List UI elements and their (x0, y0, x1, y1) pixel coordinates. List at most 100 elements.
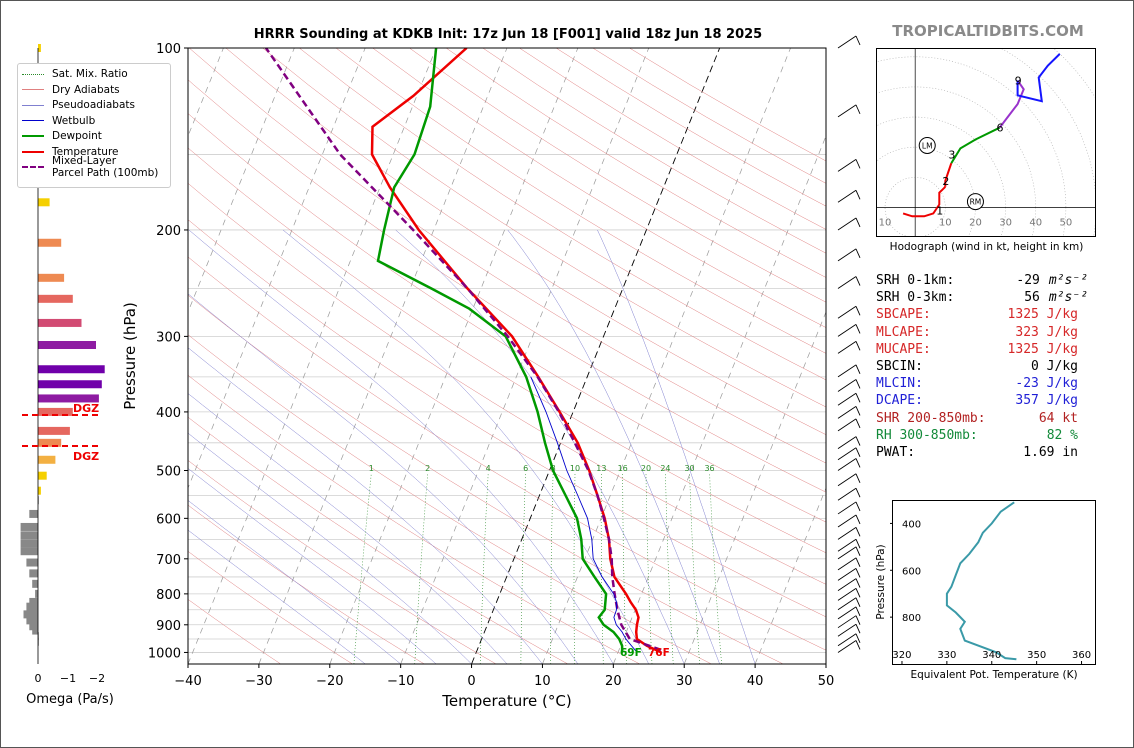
dry-adiabat (188, 256, 826, 651)
x-tick-label: −10 (387, 674, 414, 689)
wind-barb-flag (855, 473, 861, 483)
legend-label: Dry Adiabats (52, 83, 120, 96)
index-value: 1.69 in (1023, 444, 1078, 460)
hodograph-segment (902, 186, 947, 218)
theta-e-y-tick-label: 400 (902, 519, 921, 530)
wind-barb-flag (855, 568, 861, 578)
wind-barb-flag (855, 488, 861, 498)
height-marker: 2 (942, 175, 949, 188)
p-tick-label: 700 (156, 553, 181, 568)
dry-adiabat (188, 182, 826, 585)
wind-barb-flag (855, 324, 861, 334)
index-label: MLCAPE: (876, 324, 931, 340)
wind-barb-flag (855, 341, 861, 351)
wind-barb-staff (837, 248, 857, 262)
wind-barb-staff (837, 501, 857, 515)
index-label: SBCAPE: (876, 307, 931, 323)
wind-barb-staff (837, 640, 857, 653)
wind-barb (837, 623, 861, 637)
wind-barb (837, 615, 861, 629)
sounding-indices: SRH 0-1km: -29 m²s⁻² SRH 0-3km: 56 m²s⁻² SBCAP… (876, 272, 1106, 461)
dewpoint-line (376, 48, 624, 653)
wind-barb-staff (837, 324, 857, 337)
wind-barb (837, 640, 861, 653)
index-value: 1325 J/kg (1007, 341, 1078, 357)
wind-barb (837, 379, 861, 392)
wind-barb (837, 104, 861, 118)
wind-barb-staff (837, 305, 857, 319)
index-label: DCAPE: (876, 393, 923, 409)
mixing-ratio-label: 16 (618, 464, 628, 473)
legend-item: Pseudoadiabats (22, 98, 135, 112)
p-tick-label: 1000 (148, 646, 181, 661)
wetbulb-line (530, 376, 638, 653)
wind-barb (837, 487, 861, 501)
dry-adiabat (335, 48, 826, 354)
theta-e-frame (892, 500, 1096, 665)
legend-swatch (22, 135, 44, 137)
wind-barb (837, 418, 861, 432)
index-value: 64 kt (1038, 410, 1078, 426)
wind-barb-staff (837, 546, 857, 560)
mixing-ratio-line (479, 473, 489, 664)
wind-barb-flag (855, 35, 861, 46)
mixing-ratio-line (689, 473, 700, 664)
wind-barb (837, 305, 861, 319)
mixing-ratio-label: 6 (523, 464, 528, 473)
height-marker: 6 (997, 122, 1004, 135)
mixing-ratio-line (600, 473, 604, 664)
legend-label: Wetbulb (52, 114, 96, 127)
wind-barb-staff (837, 447, 857, 461)
hodograph-caption: Hodograph (wind in kt, height in km) (889, 241, 1084, 253)
legend-swatch (22, 166, 44, 168)
p-tick-label: 900 (156, 619, 181, 634)
mixing-ratio-line (520, 473, 526, 664)
skewt-xlabel: Temperature (°C) (441, 692, 571, 710)
wind-barb-flag (855, 615, 861, 625)
index-row: DCAPE: 357 J/kg (876, 392, 1106, 409)
wind-barb (837, 633, 861, 647)
theta-e-panel: 320 330 340 350 360 400 600 800 Equivalent Pot.… (875, 500, 1096, 681)
hodograph-segment (1016, 53, 1061, 103)
lm-circle (918, 136, 936, 154)
theta-e-x-tick-label: 340 (982, 650, 1001, 661)
dry-adiabat (188, 334, 712, 664)
theta-e-y-tick-label: 800 (902, 613, 921, 624)
dry-adiabat (189, 48, 826, 464)
wind-barb-staff (837, 379, 857, 392)
wind-barb-flag (855, 159, 861, 169)
moist-adiabat (188, 347, 543, 664)
rm-circle (966, 193, 984, 211)
index-value: -29 m²s⁻² (1016, 272, 1088, 289)
index-row: MUCAPE: 1325 J/kg (876, 341, 1106, 358)
wind-barb-flag (855, 190, 861, 200)
mixing-ratio-line (709, 473, 722, 664)
wind-barb-flag (855, 418, 861, 429)
index-row: RH 300-850mb: 82 % (876, 427, 1106, 444)
wind-barb-staff (837, 597, 857, 611)
wind-barb-staff (837, 633, 857, 647)
isotherm (613, 135, 826, 664)
chart-title: HRRR Sounding at KDKB Init: 17z Jun 18 [… (253, 27, 763, 42)
mixing-ratio-label: 20 (641, 464, 651, 473)
p-tick-label: 400 (156, 406, 181, 421)
wind-barb-staff (837, 340, 857, 354)
wind-barb-flag (855, 624, 861, 634)
x-tick-label: 30 (676, 674, 693, 689)
height-marker: 1 (936, 204, 943, 217)
wind-barb-flag (855, 379, 861, 389)
isotherm (754, 487, 826, 664)
wind-barb-flag (855, 104, 861, 115)
legend-item: Sat. Mix. Ratio (22, 67, 128, 81)
wind-barb (837, 159, 861, 172)
wind-barb-staff (837, 217, 857, 231)
hodograph-segment (950, 126, 1001, 164)
hodograph-ring (876, 86, 1036, 237)
wind-barb-flag (855, 640, 861, 650)
wind-barb-flag (855, 546, 861, 556)
wind-barb-staff (837, 538, 857, 552)
wind-barb-staff (837, 487, 857, 501)
theta-e-xlabel: Equivalent Pot. Temperature (K) (910, 669, 1077, 681)
wind-barb-staff (837, 568, 857, 581)
wind-barb-flag (855, 606, 861, 617)
